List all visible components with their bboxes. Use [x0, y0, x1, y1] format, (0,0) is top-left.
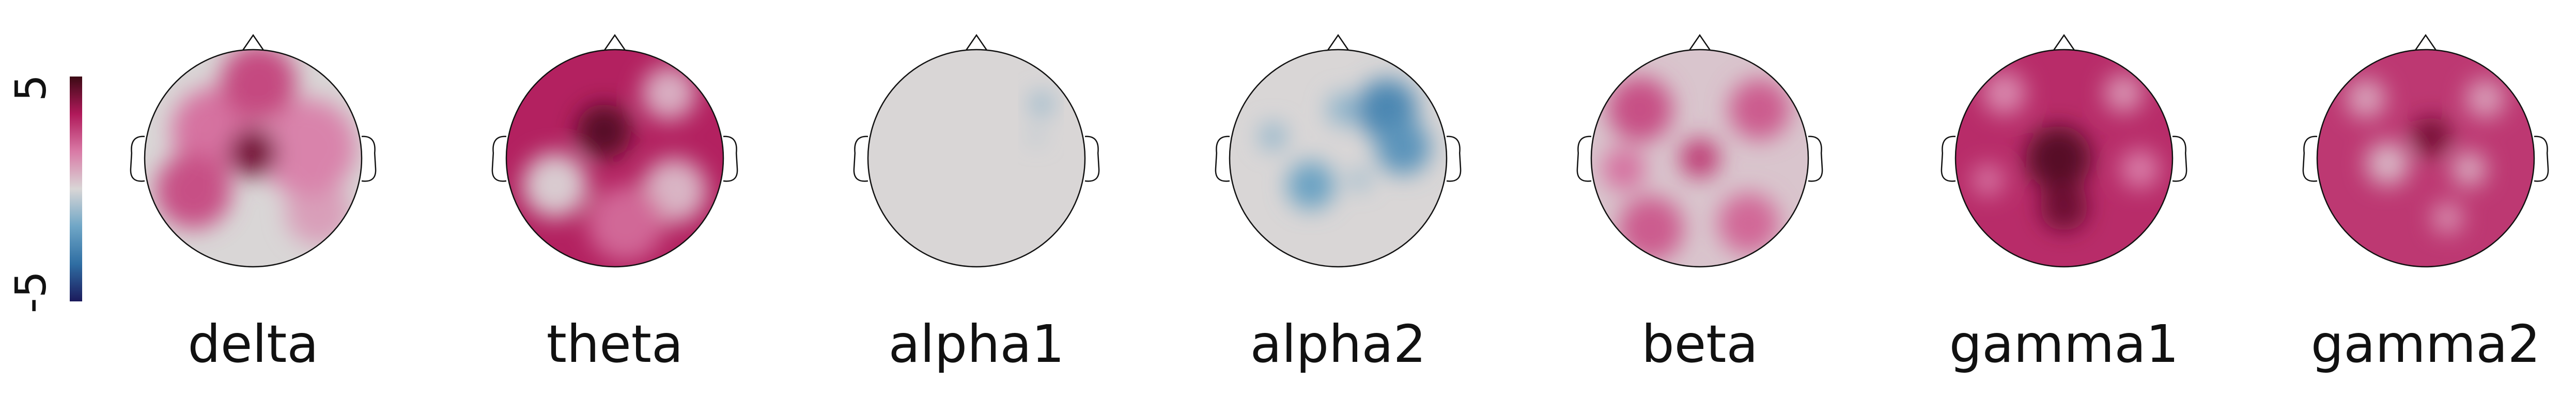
colorbar-max-label: 5 [7, 74, 56, 101]
activation-blob [577, 104, 631, 158]
activation-blob [642, 66, 696, 120]
head-outline [1954, 49, 2174, 268]
nose-outline [1326, 34, 1351, 52]
left-ear-outline [1576, 135, 1592, 182]
activation-blob [587, 185, 664, 262]
colorbar-min-label: -5 [7, 271, 56, 313]
topomap-field [1956, 50, 2172, 267]
activation-blob [286, 180, 351, 245]
activation-blob [2451, 151, 2487, 187]
activation-blob [156, 153, 231, 229]
topomap-field [868, 50, 1085, 267]
head-outline [867, 49, 1086, 268]
topomap-field [1591, 50, 1808, 267]
right-ear-outline [1084, 135, 1100, 182]
left-ear-outline [853, 135, 868, 182]
activation-blob [1327, 93, 1360, 126]
activation-blob [1972, 163, 2005, 196]
topomap-field [145, 50, 362, 267]
topomaps: delta theta alpha1 alpha2 beta gamma1 gamma2 [130, 34, 2549, 374]
activation-blob [229, 129, 277, 177]
activation-blob [2366, 142, 2410, 186]
activation-blob [1729, 79, 1790, 140]
activation-blob [1607, 77, 1673, 142]
head-outline [144, 49, 363, 268]
activation-blob [1982, 71, 2026, 115]
topomap-field [506, 50, 723, 267]
activation-blob [1680, 139, 1719, 178]
activation-blob [2346, 79, 2386, 118]
nose-outline [964, 34, 989, 52]
topomap-gamma1: gamma1 [1941, 34, 2187, 374]
nose-outline [1687, 34, 1712, 52]
activation-blob [2432, 203, 2463, 233]
topomap-beta: beta [1576, 34, 1823, 374]
activation-blob [1260, 123, 1286, 150]
left-ear-outline [2302, 135, 2318, 182]
topomap-field [2317, 50, 2534, 267]
activation-blob [2040, 183, 2088, 231]
topomap-delta: delta [130, 34, 377, 374]
head-outline [1229, 49, 1448, 268]
activation-blob [1029, 130, 1043, 143]
nose-outline [602, 34, 627, 52]
colorbar: 5 -5 [7, 74, 82, 313]
left-ear-outline [130, 135, 145, 182]
topomap-label-alpha2: alpha2 [1250, 314, 1426, 374]
topomap-gamma2: gamma2 [2302, 34, 2549, 374]
nose-outline [2413, 34, 2438, 52]
topomap-theta: theta [491, 34, 738, 374]
right-ear-outline [2534, 135, 2549, 182]
topomap-label-gamma2: gamma2 [2311, 314, 2540, 374]
topomap-label-alpha1: alpha1 [889, 314, 1065, 374]
topomap-background [868, 50, 1085, 267]
topomap-alpha2: alpha2 [1215, 34, 1462, 374]
left-ear-outline [1215, 135, 1230, 182]
colorbar-gradient [70, 77, 82, 301]
activation-blob [2104, 73, 2144, 113]
right-ear-outline [723, 135, 738, 182]
head-outline [1590, 49, 1809, 268]
activation-blob [2026, 126, 2091, 191]
right-ear-outline [1446, 135, 1462, 182]
activation-blob [1287, 161, 1335, 209]
topomap-field [1230, 50, 1447, 267]
nose-outline [2052, 34, 2076, 52]
activation-blob [1351, 171, 1369, 189]
right-ear-outline [1808, 135, 1823, 182]
right-ear-outline [361, 135, 377, 182]
activation-blob [1031, 93, 1052, 115]
head-outline [2316, 49, 2535, 268]
activation-blob [2465, 79, 2505, 118]
activation-blob [1376, 120, 1431, 175]
right-ear-outline [2172, 135, 2187, 182]
activation-blob [258, 98, 356, 196]
activation-blob [1618, 196, 1684, 262]
topomap-label-beta: beta [1641, 314, 1758, 374]
activation-blob [221, 50, 297, 120]
topomap-alpha1: alpha1 [853, 34, 1100, 374]
left-ear-outline [491, 135, 507, 182]
left-ear-outline [1941, 135, 1956, 182]
nose-outline [241, 34, 266, 52]
activation-blob [2120, 149, 2160, 189]
topomap-label-gamma1: gamma1 [1949, 314, 2179, 374]
topomap-label-theta: theta [547, 314, 684, 374]
topomap-label-delta: delta [188, 314, 318, 374]
activation-blob [2411, 117, 2451, 156]
activation-blob [1718, 193, 1779, 254]
activation-blob [1602, 147, 1646, 191]
head-outline [505, 49, 724, 268]
activation-blob [522, 153, 588, 218]
topomap-background [2317, 50, 2534, 267]
